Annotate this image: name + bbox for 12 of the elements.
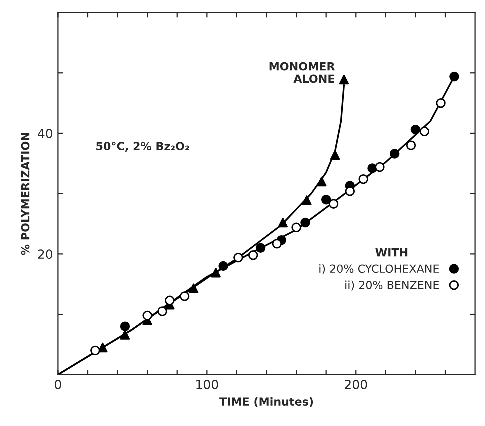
legend-title: WITH [376,248,408,257]
legend-label: ii) 20% BENZENE [346,280,440,291]
annotation: 50°C, 2% Bz₂O₂ [96,142,190,152]
x-tick-label: 0 [55,380,62,390]
y-tick-label: 40 [38,128,53,138]
x-tick-label: 100 [196,380,218,390]
x-tick-label: 200 [345,380,368,390]
x-axis-title: TIME (Minutes) [220,397,314,408]
legend-label: i) 20% CYCLOHEXANE [320,264,440,274]
series-label: MONOMER ALONE [270,62,336,84]
y-tick-label: 20 [38,250,53,260]
y-axis-title: % POLYMERIZATION [21,133,30,256]
